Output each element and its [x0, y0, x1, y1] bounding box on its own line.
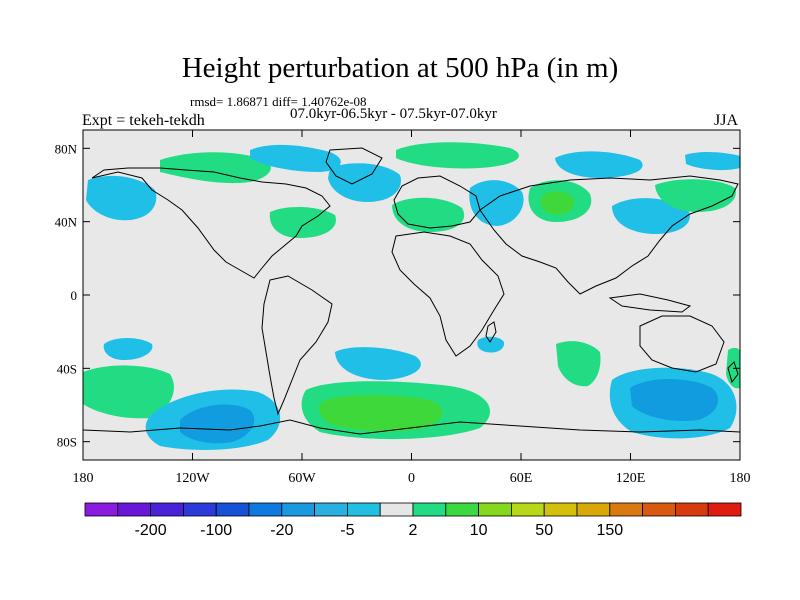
africa-coast: [391, 231, 505, 357]
lon-tick-label: 120E: [616, 471, 646, 486]
colorbar-box: [182, 502, 217, 517]
lon-tick-label: 120W: [175, 471, 210, 486]
colorbar-label: 2: [409, 522, 418, 539]
anomaly-neg-alaska-east: [685, 152, 740, 171]
lon-tick-label: 0: [408, 471, 415, 486]
plot-title: Height perturbation at 500 hPa (in m): [181, 52, 619, 84]
period-label: 07.0kyr-06.5kyr - 07.5kyr-07.0kyr: [290, 106, 497, 122]
colorbar-box: [576, 502, 611, 517]
madagascar-coast: [485, 321, 497, 343]
lon-tick-label: 180: [73, 471, 94, 486]
colorbar-box: [510, 502, 545, 517]
colorbar-box: [445, 502, 479, 517]
anomaly-neg-amundsen-core: [180, 404, 255, 444]
coastlines: [83, 147, 740, 435]
new-zealand-coast: [727, 361, 739, 384]
latitude-axis: 80N 40N 0 40S 80S: [55, 141, 740, 450]
lat-tick-label: 0: [71, 288, 78, 303]
colorbar-box: [314, 502, 348, 517]
colorbar-label: 50: [535, 522, 553, 539]
anomaly-neg-south-atlantic: [335, 347, 421, 380]
colorbar-label: -100: [200, 522, 232, 539]
colorbar-label: 10: [470, 522, 488, 539]
lon-tick-label: 180: [730, 471, 751, 486]
lon-tick-label: 60E: [510, 471, 533, 486]
anomaly-neg-southern-indian-core: [630, 379, 719, 422]
colorbar-box: [379, 502, 414, 517]
colorbar-box: [478, 502, 512, 517]
indonesia-coast: [608, 293, 692, 313]
anomaly-neg-east-asia: [612, 198, 690, 234]
anomaly-pos-weddell-core: [318, 395, 443, 432]
colorbar-box: [707, 502, 742, 517]
colorbar-box: [543, 502, 578, 517]
colorbar-box: [117, 502, 152, 517]
anomaly-neg-south-pacific: [103, 338, 153, 360]
anomaly-neg-west-indian-ocean: [477, 336, 505, 353]
colorbar-box: [150, 502, 184, 517]
greenland-coast: [325, 147, 383, 185]
lat-tick-label: 40N: [55, 215, 78, 230]
experiment-label: Expt = tekeh-tekdh: [82, 112, 205, 129]
asia-coast: [479, 175, 739, 295]
anomaly-pos-arctic-ocean: [396, 142, 519, 169]
antarctica-coast: [83, 419, 740, 435]
colorbar-box: [248, 502, 283, 517]
anomaly-neg-arctic-canada: [250, 144, 341, 172]
north-america-coast: [91, 167, 331, 279]
south-america-coast: [261, 275, 333, 416]
anomaly-pos-southern-pacific: [83, 365, 174, 419]
colorbar-box: [609, 502, 643, 517]
stats-label: rmsd= 1.86871 diff= 1.40762e-08: [190, 94, 367, 109]
colorbar-label: -5: [340, 522, 354, 539]
anomaly-pos-greenland: [160, 152, 271, 184]
lat-tick-label: 80N: [55, 141, 78, 156]
lat-tick-label: 80S: [57, 435, 77, 450]
anomaly-neg-east-siberia: [555, 151, 643, 178]
longitude-axis: 180 120W 60W 0 60E 120E 180: [73, 130, 751, 486]
australia-coast: [639, 315, 725, 373]
colorbar-box: [412, 502, 447, 517]
anomaly-pos-europe: [392, 197, 465, 232]
anomaly-neg-north-pacific: [86, 175, 157, 221]
season-label: JJA: [714, 112, 739, 129]
colorbar-box: [281, 502, 315, 517]
colorbar-box: [675, 502, 709, 517]
lon-tick-label: 60W: [288, 471, 316, 486]
colorbar-label: 150: [596, 522, 623, 539]
anomaly-shading: [83, 142, 740, 450]
anomaly-neg-north-atlantic: [328, 163, 401, 202]
colorbar-box: [215, 502, 250, 517]
colorbar-box: [346, 502, 381, 517]
colorbar-label: -200: [135, 522, 167, 539]
colorbar-label: -20: [270, 522, 293, 539]
colorbar-box: [642, 502, 676, 517]
lat-tick-label: 40S: [57, 361, 77, 376]
anomaly-pos-indian-ocean: [556, 341, 601, 387]
anomaly-pos-central-asia-core: [540, 191, 575, 215]
colorbar-box: [84, 502, 119, 517]
colorbar: -200 -100 -20 -5 2 10 50 150: [84, 502, 742, 539]
